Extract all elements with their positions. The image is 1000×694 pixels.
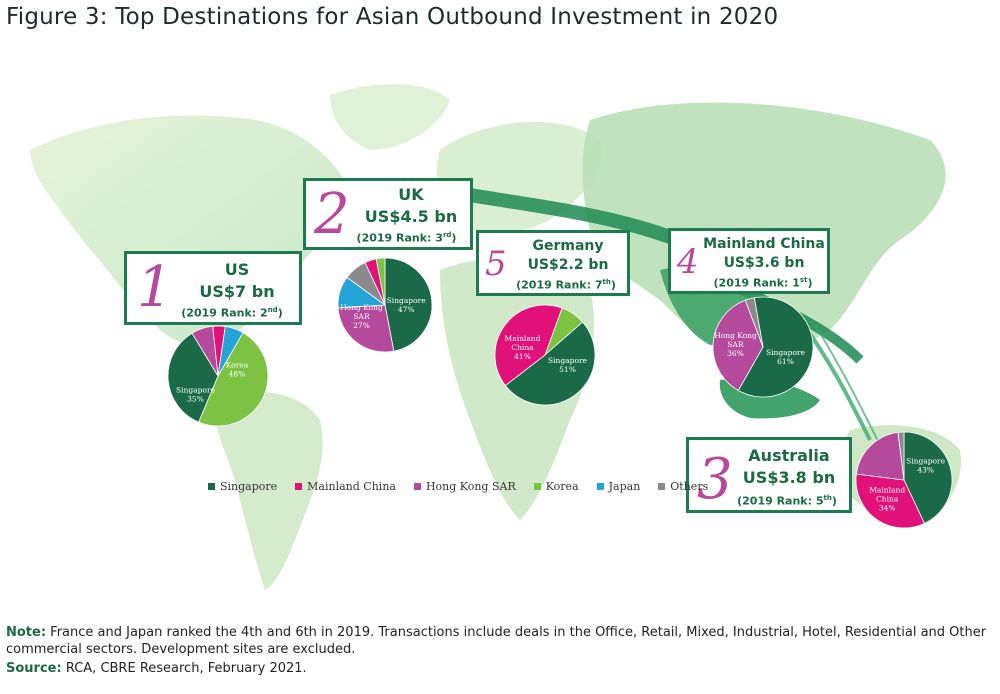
note: Note: France and Japan ranked the 4th an…	[6, 624, 991, 658]
legend-item-korea: Korea	[533, 480, 579, 493]
pie-label-us-singapore: Singapore 35%	[176, 386, 216, 404]
pie-slice-australia-mainland-china	[855, 473, 925, 529]
germany-2019-rank-suffix: th	[602, 278, 611, 286]
pie-label-germany-singapore: Singapore 51%	[548, 356, 588, 374]
uk-box: 2 UK US$4.5 bn (2019 Rank: 3rd)	[303, 178, 473, 250]
mainland-china-amount: US$3.6 bn	[723, 255, 805, 271]
australia-2019-rank-close: )	[831, 494, 837, 508]
pie-label-uk-hong-kong-sar: Hong Kong SAR 27%	[340, 303, 383, 330]
pie-slice-germany-mainland-china	[494, 304, 563, 387]
pie-label-australia-mainland-china: Mainland China 34%	[869, 486, 905, 513]
us-box: 1 US US$7 bn (2019 Rank: 2nd)	[124, 251, 302, 325]
uk-2019-rank-suffix: rd	[442, 231, 452, 239]
legend-label-hong-kong-sar: Hong Kong SAR	[425, 480, 516, 493]
uk-amount: US$4.5 bn	[364, 207, 458, 226]
greenland-landmass	[330, 84, 450, 150]
mainland-china-box: 4 Mainland China US$3.6 bn (2019 Rank: 1…	[668, 228, 830, 294]
germany-2019-rank-close: )	[610, 278, 616, 292]
pie-slice-us-korea	[198, 332, 269, 427]
source-text: RCA, CBRE Research, February 2021.	[61, 661, 307, 676]
pie-slice-uk-korea	[375, 257, 386, 306]
legend-swatch-korea	[533, 483, 541, 490]
pie-label-us-korea: Korea 48%	[226, 361, 249, 379]
flow-line-australia-2	[814, 324, 881, 446]
note-label: Note:	[6, 625, 47, 640]
germany-2019-rank: (2019 Rank: 7th)	[505, 278, 627, 292]
germany-box: 5 Germany US$2.2 bn (2019 Rank: 7th)	[476, 230, 630, 296]
mainland-china-name: Mainland China	[703, 236, 825, 252]
legend-label-others: Others	[670, 480, 709, 493]
us-amount: US$7 bn	[199, 282, 275, 301]
uk-2019-rank: (2019 Rank: 3rd)	[344, 231, 469, 245]
germany-amount: US$2.2 bn	[527, 257, 609, 273]
australia-2019-rank-prefix: (2019 Rank: 5	[737, 494, 824, 508]
legend-swatch-hong-kong-sar	[413, 483, 421, 490]
note-text: France and Japan ranked the 4th and 6th …	[6, 625, 987, 657]
legend-swatch-others	[658, 483, 666, 490]
mainland-china-2019-rank-suffix: st	[799, 276, 808, 284]
pie-slice-australia-singapore	[903, 431, 953, 524]
source-label: Source:	[6, 661, 62, 676]
us-2019-rank-suffix: nd	[267, 306, 278, 314]
pie-slice-germany-singapore	[504, 321, 596, 406]
legend-swatch-japan	[596, 483, 604, 490]
legend-label-mainland-china: Mainland China	[307, 480, 396, 493]
pie-label-mainland-china-singapore: Singapore 61%	[766, 348, 806, 366]
legend: Singapore Mainland China Hong Kong SAR K…	[208, 480, 708, 493]
germany-2019-rank-prefix: (2019 Rank: 7	[516, 278, 603, 292]
pie-slice-us-japan	[217, 326, 244, 377]
us-2019-rank: (2019 Rank: 2nd)	[167, 306, 297, 320]
australia-amount: US$3.8 bn	[742, 468, 836, 487]
us-2019-rank-prefix: (2019 Rank: 2	[181, 306, 268, 320]
uk-2019-rank-close: )	[451, 231, 457, 245]
pie-slice-australia-hong-kong-sar	[855, 431, 905, 481]
australia-name: Australia	[748, 446, 830, 465]
south-america-landmass	[214, 391, 323, 590]
us-name: US	[224, 260, 250, 279]
us-2019-rank-close: )	[277, 306, 283, 320]
pie-slice-uk-hong-kong-sar	[337, 304, 395, 353]
pie-slice-mainland-china-singapore	[737, 296, 814, 398]
uk-name: UK	[398, 185, 424, 204]
legend-swatch-singapore	[208, 483, 215, 490]
australia-rank: 3	[697, 447, 733, 512]
us-rank: 1	[137, 255, 173, 320]
germany-name: Germany	[532, 238, 604, 254]
mainland-china-2019-rank-close: )	[807, 276, 813, 290]
pie-slice-mainland-china-others	[744, 297, 764, 348]
pie-label-australia-singapore: Singapore 43%	[906, 457, 946, 475]
legend-swatch-mainland-china	[295, 483, 303, 490]
legend-item-hong-kong-sar: Hong Kong SAR	[413, 480, 516, 493]
legend-label-singapore: Singapore	[220, 480, 278, 493]
mainland-china-2019-rank-prefix: (2019 Rank: 1	[713, 276, 800, 290]
legend-item-singapore: Singapore	[208, 480, 277, 493]
mainland-china-2019-rank: (2019 Rank: 1st)	[699, 276, 827, 290]
pie-label-uk-singapore: Singapore 47%	[387, 296, 427, 314]
pie-slice-australia-others	[897, 431, 905, 481]
australia-2019-rank: (2019 Rank: 5th)	[723, 494, 851, 508]
australia-2019-rank-suffix: th	[823, 494, 832, 502]
figure-title: Figure 3: Top Destinations for Asian Out…	[6, 4, 779, 30]
source: Source: RCA, CBRE Research, February 202…	[6, 661, 307, 676]
mainland-china-rank: 4	[677, 242, 699, 282]
pie-charts-group: Korea 48%Singapore 35%Singapore 47%Hong Kon…	[167, 257, 953, 529]
legend-item-others: Others	[658, 480, 708, 493]
legend-item-mainland-china: Mainland China	[295, 480, 396, 493]
australia-box: 3 Australia US$3.8 bn (2019 Rank: 5th)	[686, 437, 852, 513]
legend-item-japan: Japan	[596, 480, 641, 493]
legend-label-japan: Japan	[608, 480, 641, 493]
pie-slice-mainland-china-hong-kong-sar	[712, 299, 764, 392]
pie-slice-uk-singapore	[384, 257, 433, 352]
pie-label-germany-mainland-china: Mainland China 41%	[505, 334, 541, 361]
germany-rank: 5	[485, 244, 507, 284]
uk-2019-rank-prefix: (2019 Rank: 3	[356, 231, 443, 245]
legend-label-korea: Korea	[545, 480, 579, 493]
pie-label-mainland-china-hong-kong-sar: Hong Kong SAR 36%	[714, 331, 757, 358]
uk-rank: 2	[314, 182, 350, 247]
